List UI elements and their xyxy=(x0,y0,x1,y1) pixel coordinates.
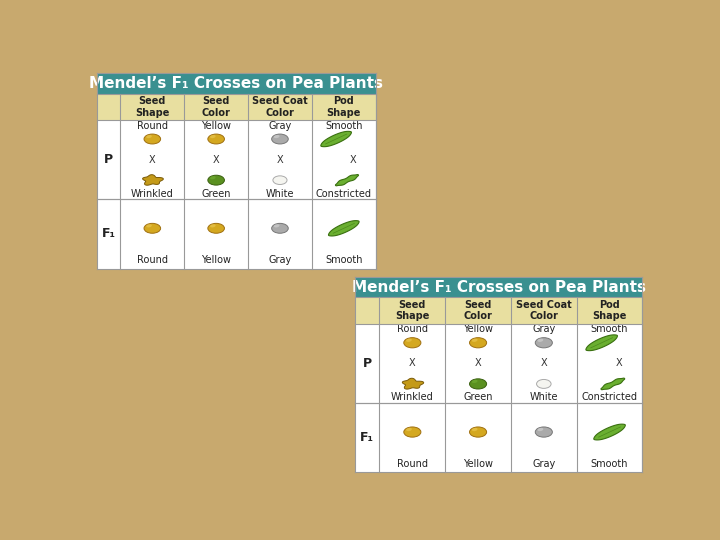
Text: Seed Coat
Color: Seed Coat Color xyxy=(252,96,308,118)
Text: White: White xyxy=(266,188,294,199)
Text: Gray: Gray xyxy=(532,325,555,334)
Ellipse shape xyxy=(271,134,288,144)
Text: X: X xyxy=(409,359,415,368)
Ellipse shape xyxy=(208,175,225,185)
Polygon shape xyxy=(594,424,625,440)
Ellipse shape xyxy=(144,134,161,144)
Text: Seed
Shape: Seed Shape xyxy=(395,300,430,321)
Bar xyxy=(96,93,376,120)
Text: Pod
Shape: Pod Shape xyxy=(327,96,361,118)
Text: Seed
Color: Seed Color xyxy=(202,96,230,118)
Ellipse shape xyxy=(535,427,552,437)
Text: Gray: Gray xyxy=(532,459,555,469)
Text: P: P xyxy=(363,357,372,370)
Text: Smooth: Smooth xyxy=(325,255,363,265)
Text: Constricted: Constricted xyxy=(582,393,637,402)
Ellipse shape xyxy=(208,134,225,144)
Ellipse shape xyxy=(538,339,544,342)
Text: F₁: F₁ xyxy=(102,227,115,240)
Ellipse shape xyxy=(469,427,487,437)
Ellipse shape xyxy=(535,338,552,348)
Ellipse shape xyxy=(274,224,279,227)
Text: White: White xyxy=(530,393,558,402)
Text: Yellow: Yellow xyxy=(463,325,493,334)
Text: Gray: Gray xyxy=(269,255,292,265)
Ellipse shape xyxy=(274,135,279,138)
Text: X: X xyxy=(616,359,623,368)
Ellipse shape xyxy=(146,135,152,138)
Text: Pod
Shape: Pod Shape xyxy=(593,300,626,321)
Text: P: P xyxy=(104,153,113,166)
Text: Wrinkled: Wrinkled xyxy=(131,188,174,199)
Text: Round: Round xyxy=(137,120,168,131)
Text: Smooth: Smooth xyxy=(591,459,629,469)
Bar xyxy=(96,120,376,199)
Bar xyxy=(355,403,642,472)
Text: Mendel’s F₁ Crosses on Pea Plants: Mendel’s F₁ Crosses on Pea Plants xyxy=(352,280,646,295)
Text: Seed
Shape: Seed Shape xyxy=(135,96,169,118)
Ellipse shape xyxy=(210,224,216,227)
Text: X: X xyxy=(276,154,283,165)
Text: Wrinkled: Wrinkled xyxy=(391,393,433,402)
Ellipse shape xyxy=(472,339,477,342)
Ellipse shape xyxy=(538,428,544,431)
Text: X: X xyxy=(541,359,547,368)
Text: X: X xyxy=(350,154,356,165)
Ellipse shape xyxy=(536,380,551,388)
Ellipse shape xyxy=(406,339,412,342)
Text: Yellow: Yellow xyxy=(201,120,231,131)
Ellipse shape xyxy=(406,428,412,431)
Polygon shape xyxy=(601,378,625,390)
Ellipse shape xyxy=(144,224,161,233)
Ellipse shape xyxy=(472,428,477,431)
Text: Seed Coat
Color: Seed Coat Color xyxy=(516,300,572,321)
Polygon shape xyxy=(143,174,163,185)
Text: Yellow: Yellow xyxy=(463,459,493,469)
Ellipse shape xyxy=(208,224,225,233)
Ellipse shape xyxy=(404,338,421,348)
Bar xyxy=(355,298,642,324)
Text: Round: Round xyxy=(397,325,428,334)
Polygon shape xyxy=(402,378,423,389)
Ellipse shape xyxy=(210,176,216,179)
Text: Round: Round xyxy=(137,255,168,265)
Text: Green: Green xyxy=(464,393,492,402)
Ellipse shape xyxy=(404,427,421,437)
Polygon shape xyxy=(586,335,618,350)
Polygon shape xyxy=(328,221,359,236)
Ellipse shape xyxy=(469,379,487,389)
Ellipse shape xyxy=(146,224,152,227)
Ellipse shape xyxy=(472,380,477,383)
Bar xyxy=(355,298,379,324)
Text: X: X xyxy=(149,154,156,165)
Bar xyxy=(96,73,376,93)
Bar xyxy=(96,199,376,268)
Text: Yellow: Yellow xyxy=(201,255,231,265)
Text: Gray: Gray xyxy=(269,120,292,131)
Text: Round: Round xyxy=(397,459,428,469)
Text: Constricted: Constricted xyxy=(316,188,372,199)
Text: Smooth: Smooth xyxy=(325,120,363,131)
Bar xyxy=(96,93,120,120)
Bar xyxy=(355,277,642,298)
Ellipse shape xyxy=(271,224,288,233)
Bar xyxy=(355,324,642,403)
Text: X: X xyxy=(213,154,220,165)
Text: Smooth: Smooth xyxy=(591,325,629,334)
Polygon shape xyxy=(336,174,359,186)
Text: Mendel’s F₁ Crosses on Pea Plants: Mendel’s F₁ Crosses on Pea Plants xyxy=(89,76,383,91)
Polygon shape xyxy=(321,131,351,147)
Text: X: X xyxy=(474,359,482,368)
Ellipse shape xyxy=(273,176,287,185)
Text: Seed
Color: Seed Color xyxy=(464,300,492,321)
Ellipse shape xyxy=(210,135,216,138)
Text: F₁: F₁ xyxy=(360,431,374,444)
Ellipse shape xyxy=(469,338,487,348)
Text: Green: Green xyxy=(202,188,231,199)
